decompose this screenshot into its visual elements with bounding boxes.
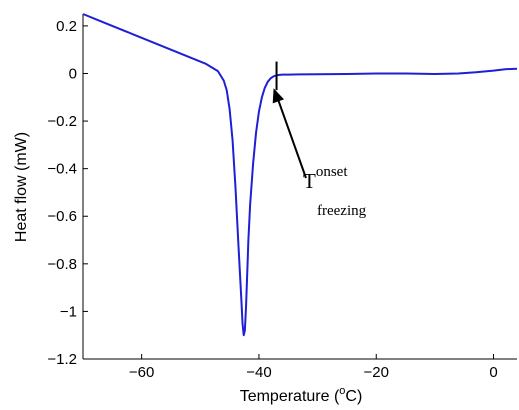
annotation-arrow-head <box>272 88 284 104</box>
x-tick-label-0: −60 <box>129 364 154 381</box>
y-tick-label-7: −1.2 <box>47 351 77 368</box>
x-axis-label-superscript: o <box>339 385 345 397</box>
y-tick-label-5: −0.8 <box>47 256 77 273</box>
onset-annotation-main: T <box>303 169 316 193</box>
onset-annotation-sup: onset <box>316 164 348 180</box>
x-tick-label-1: −40 <box>246 364 271 381</box>
y-tick-label-0: 0.2 <box>56 18 77 35</box>
heat-flow-line-0 <box>82 13 518 337</box>
onset-annotation: Tonset <box>303 164 348 193</box>
y-tick-label-1: 0 <box>69 65 77 82</box>
y-axis-label: Heat flow (mW) <box>13 132 30 242</box>
y-tick-label-6: −1 <box>60 303 77 320</box>
y-tick-label-3: −0.4 <box>47 161 77 178</box>
x-tick-label-2: −20 <box>364 364 389 381</box>
onset-annotation-sub: freezing <box>317 203 367 219</box>
y-tick-label-4: −0.6 <box>47 208 77 225</box>
y-tick-label-2: −0.2 <box>47 113 77 130</box>
x-tick-label-3: 0 <box>489 364 497 381</box>
x-axis-label: Temperature (oC) <box>240 385 363 405</box>
annotation-arrow-shaft <box>276 97 307 179</box>
x-axis-label-suffix: C) <box>345 388 362 405</box>
